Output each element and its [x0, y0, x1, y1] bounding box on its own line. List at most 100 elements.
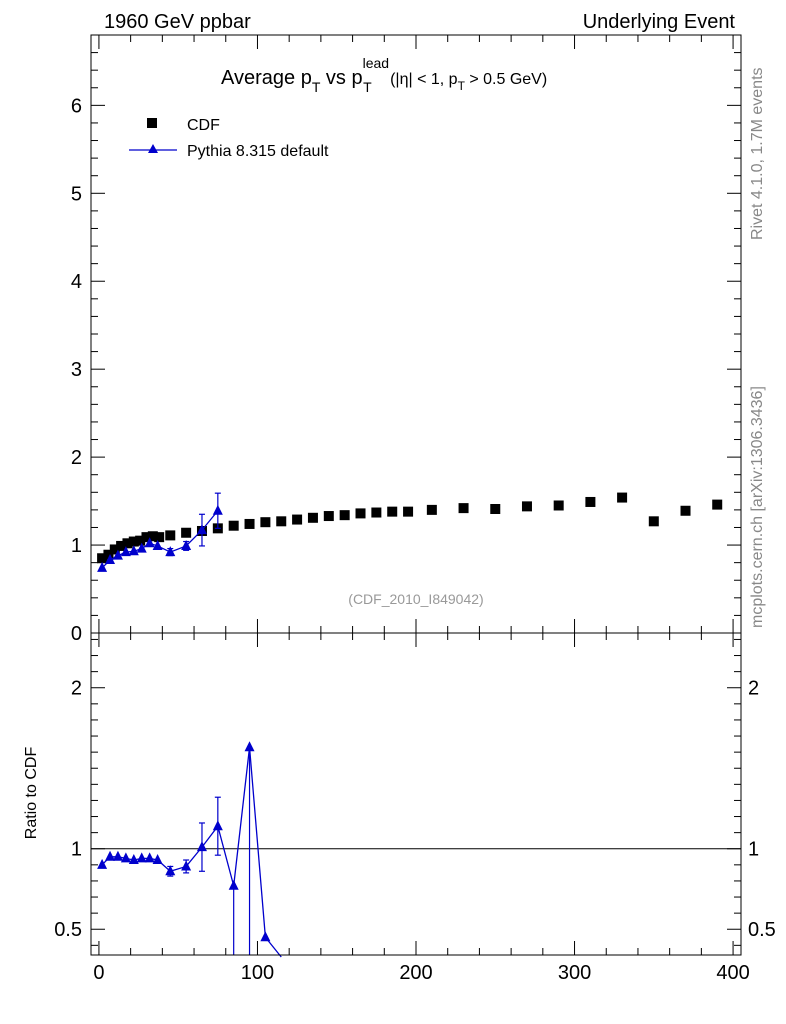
y-tick-label: 5: [71, 183, 82, 205]
ratio-point: [212, 820, 223, 831]
pythia-point: [152, 539, 163, 550]
pythia-point: [144, 537, 155, 548]
pythia-point: [112, 549, 123, 560]
pythia-point: [136, 542, 147, 553]
cdf-point: [371, 507, 382, 518]
ratio-ylabel: Ratio to CDF: [23, 747, 40, 840]
pythia-point: [105, 554, 116, 565]
ratio-frame: [90, 632, 742, 956]
cdf-point: [292, 514, 303, 525]
ratio-y-tick-label-right: 2: [748, 678, 759, 700]
pythia-point: [97, 561, 108, 572]
analysis-label: (CDF_2010_I849042): [348, 591, 483, 607]
ratio-point: [136, 852, 147, 863]
cdf-point: [165, 530, 176, 541]
ratio-point: [152, 854, 163, 865]
cdf-point: [103, 549, 114, 560]
cdf-point: [147, 531, 158, 542]
ratio-point: [97, 858, 108, 869]
x-tick-label: 300: [558, 962, 591, 984]
cdf-point: [387, 506, 398, 517]
cdf-point: [490, 504, 501, 515]
y-tick-label: 0: [71, 623, 82, 645]
ratio-point: [228, 879, 239, 890]
ratio-axis-ticks: [91, 633, 741, 955]
ratio-y-tick-label-right: 0.5: [748, 919, 776, 941]
y-tick-label: 3: [71, 359, 82, 381]
cdf-point: [116, 540, 127, 551]
ratio-point: [244, 741, 255, 752]
pythia-point: [181, 539, 192, 550]
cdf-point: [617, 492, 628, 503]
ratio-data-layer: [97, 741, 282, 958]
cdf-point: [521, 501, 532, 512]
ratio-y-tick-label: 1: [71, 839, 82, 861]
ratio-point: [128, 854, 139, 865]
ratio-point: [120, 852, 131, 863]
chart-title: Average pT vs plead T (|η| < 1, pT > 0.5 …: [221, 55, 547, 95]
header-right: Underlying Event: [583, 11, 736, 33]
ratio-point: [165, 865, 176, 876]
cdf-point: [712, 499, 723, 510]
ratio-y-tick-label: 2: [71, 678, 82, 700]
main-axis-ticks: [91, 34, 741, 634]
cdf-point: [355, 508, 366, 519]
y-tick-label: 6: [71, 95, 82, 117]
pythia-point: [128, 545, 139, 556]
cdf-point: [403, 506, 414, 517]
cdf-point: [128, 536, 139, 547]
cdf-point: [135, 535, 146, 546]
x-tick-label: 0: [93, 962, 104, 984]
x-axis-tick-labels: 0 100 200 300 400: [93, 962, 749, 984]
cdf-point: [307, 512, 318, 523]
pythia-point: [212, 504, 223, 515]
cdf-point: [244, 518, 255, 529]
cdf-point: [97, 553, 108, 564]
ratio-line: [101, 747, 282, 958]
ratio-point: [144, 852, 155, 863]
cdf-point: [228, 520, 239, 531]
legend-marker-pythia: [148, 144, 158, 153]
main-axis-labels: 0 1 2 3 4 5 6: [71, 95, 82, 645]
ratio-y-tick-label-right: 1: [748, 839, 759, 861]
ratio-panel: 0.5 0.5 1 1 2 2 Ratio to CDF: [23, 632, 776, 958]
cdf-point: [260, 517, 271, 528]
x-tick-label: 200: [399, 962, 432, 984]
ratio-point: [112, 850, 123, 861]
cdf-point: [141, 532, 152, 543]
cdf-point: [154, 532, 165, 543]
ratio-point: [181, 860, 192, 871]
ratio-point: [105, 850, 116, 861]
pythia-point: [196, 524, 207, 535]
cdf-point: [339, 510, 350, 521]
y-tick-label: 2: [71, 447, 82, 469]
legend-label-pythia: Pythia 8.315 default: [187, 143, 329, 160]
header-left: 1960 GeV ppbar: [104, 11, 251, 33]
ratio-y-tick-label: 0.5: [54, 919, 82, 941]
legend-marker-cdf: [147, 118, 157, 128]
main-panel: 0 1 2 3 4 5 6 Average pT vs plead T (|η| < 1, p…: [71, 34, 742, 645]
cdf-point: [426, 504, 437, 515]
rivet-version-label: Rivet 4.1.0, 1.7M events: [749, 67, 766, 240]
cdf-point: [122, 538, 133, 549]
cdf-point: [181, 527, 192, 538]
ratio-axis-labels: 0.5 0.5 1 1 2 2: [54, 678, 776, 942]
y-tick-label: 4: [71, 271, 82, 293]
cdf-point: [323, 511, 334, 522]
legend: CDF Pythia 8.315 default: [129, 117, 329, 160]
cdf-point: [109, 544, 120, 555]
pythia-point: [120, 546, 131, 557]
pythia-point: [165, 546, 176, 557]
cdf-point: [553, 500, 564, 511]
ratio-point: [260, 931, 271, 942]
cdf-point: [276, 516, 287, 527]
cdf-point: [680, 505, 691, 516]
main-data-layer: [97, 492, 723, 572]
mcplots-label: mcplots.cern.ch [arXiv:1306.3436]: [749, 386, 766, 628]
y-tick-label: 1: [71, 535, 82, 557]
cdf-point: [458, 503, 469, 514]
cdf-point: [648, 516, 659, 527]
legend-label-cdf: CDF: [187, 117, 220, 134]
x-tick-label: 100: [241, 962, 274, 984]
